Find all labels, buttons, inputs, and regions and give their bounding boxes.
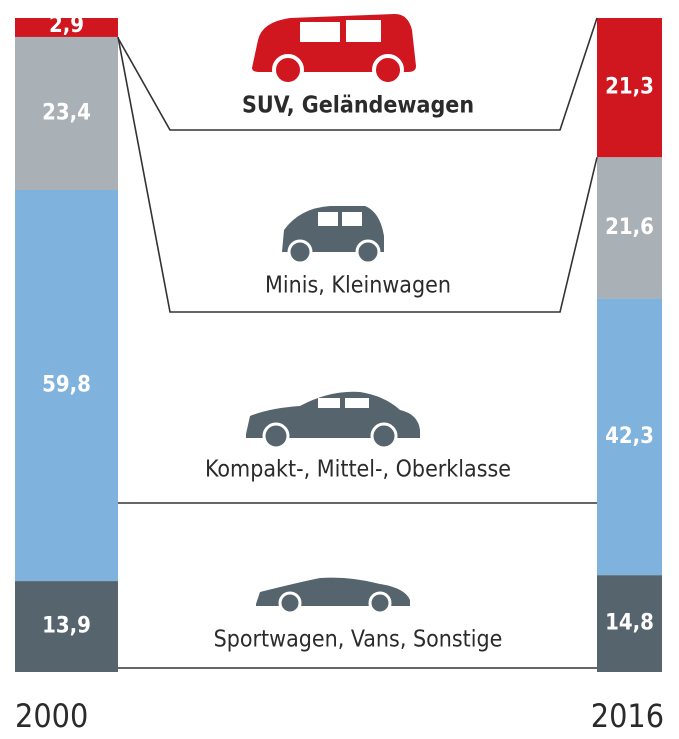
connector — [117, 17, 598, 131]
series-name: SUV, Geländewagen — [242, 93, 474, 119]
value-label: 23,4 — [42, 100, 91, 125]
bar-segment — [15, 36, 118, 191]
bar-segment — [597, 298, 662, 576]
category-label: 2016 — [591, 697, 664, 735]
sedan-icon — [246, 391, 420, 450]
sports-icon — [256, 577, 410, 615]
series-name: Minis, Kleinwagen — [265, 273, 451, 299]
bar-segment — [597, 18, 662, 158]
connector — [117, 36, 598, 313]
category-label: 2000 — [15, 697, 88, 735]
bar-segment — [597, 157, 662, 299]
series-name: Kompakt-, Mittel-, Oberklasse — [205, 457, 511, 483]
suv-icon — [252, 14, 416, 86]
mini-icon — [282, 206, 384, 265]
value-label: 2,9 — [49, 13, 84, 38]
bar-segment — [15, 18, 118, 37]
value-label: 42,3 — [605, 424, 654, 449]
value-label: 21,3 — [605, 75, 654, 100]
value-label: 21,6 — [605, 215, 654, 240]
value-label: 59,8 — [42, 373, 91, 398]
bar-segment — [15, 190, 118, 582]
bar-segment — [597, 575, 662, 672]
value-label: 14,8 — [605, 611, 654, 636]
series-name: Sportwagen, Vans, Sonstige — [214, 627, 503, 653]
value-label: 13,9 — [42, 614, 91, 639]
bar-segment — [15, 581, 118, 672]
